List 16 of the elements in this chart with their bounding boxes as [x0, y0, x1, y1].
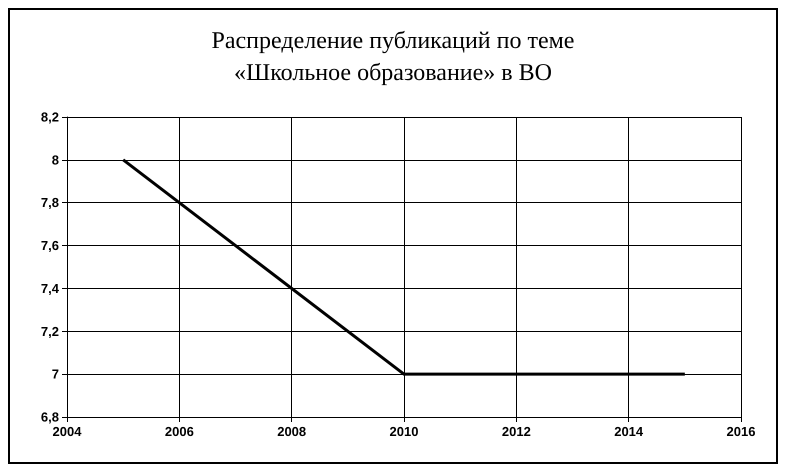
y-tick-label: 8: [52, 152, 59, 168]
y-tick-label: 8,2: [40, 110, 59, 124]
y-tick-label: 7,4: [40, 280, 60, 296]
x-tick-label: 2012: [502, 424, 531, 439]
x-tick-label: 2006: [164, 424, 194, 439]
chart-title: Распределение публикаций по теме «Школьное образование» в ВО: [212, 28, 574, 86]
x-tick-label: 2008: [277, 424, 306, 439]
x-tick-label: 2016: [726, 424, 756, 439]
y-tick-label: 7,8: [40, 195, 59, 210]
y-tick-label: 7,2: [40, 324, 59, 339]
x-tick-label: 2014: [614, 424, 644, 439]
y-tick-label: 6,8: [40, 410, 59, 424]
x-tick-label: 2010: [390, 424, 418, 439]
y-tick-label: 7: [52, 366, 59, 382]
x-tick-label: 2004: [52, 424, 82, 439]
y-tick-label: 7,6: [40, 238, 59, 254]
